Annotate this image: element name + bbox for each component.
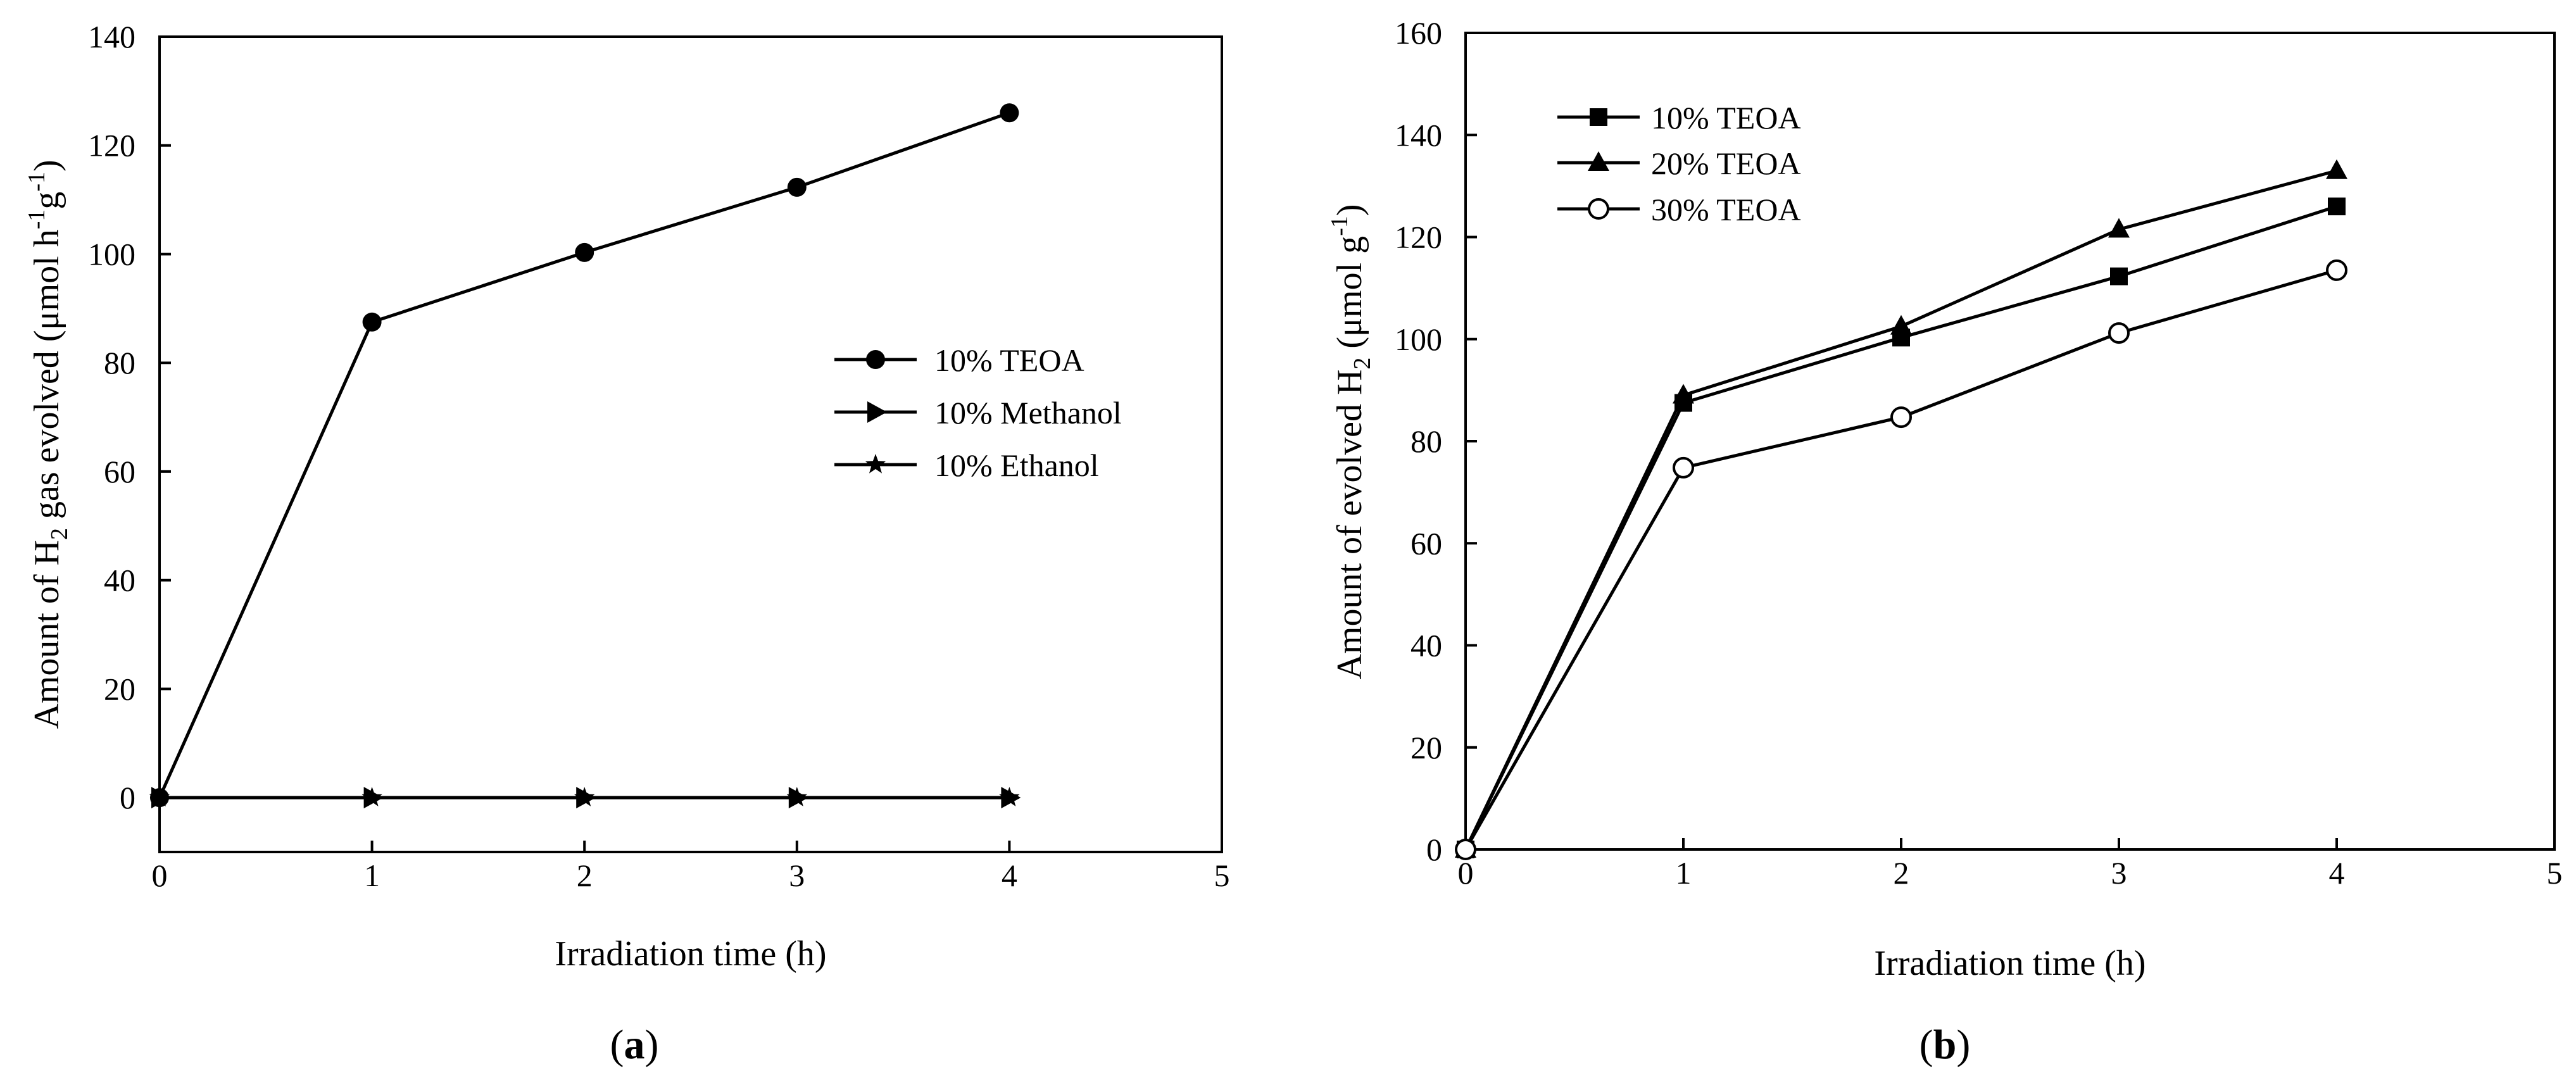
panel-a-chart: 0 1 2 3 4 5 0 20 40 60 80 100 120 140 Irradiation ti… bbox=[23, 19, 1230, 1068]
y-tick-label: 140 bbox=[88, 19, 135, 54]
legend-marker bbox=[1590, 108, 1607, 126]
data-point bbox=[787, 177, 807, 197]
y-tick-label: 60 bbox=[104, 454, 135, 489]
x-tick-label: 4 bbox=[2329, 855, 2345, 891]
panel-b-series bbox=[1455, 159, 2347, 860]
data-point bbox=[1673, 384, 1694, 404]
panel-b-y-ticks: 0 20 40 60 80 100 120 140 160 bbox=[1395, 15, 1477, 867]
y-tick-label: 0 bbox=[1426, 832, 1442, 867]
x-tick-label: 1 bbox=[364, 858, 380, 893]
y-tick-label: 40 bbox=[1411, 628, 1442, 663]
x-tick-label: 1 bbox=[1676, 855, 1692, 891]
panel-a-legend-label-teoa: 10% TEOA bbox=[934, 342, 1084, 378]
x-tick-label: 5 bbox=[1214, 858, 1230, 893]
panel-a-legend-label-methanol: 10% Methanol bbox=[934, 395, 1122, 430]
panel-b-legend-marker-10-teoa bbox=[1590, 108, 1607, 126]
legend-marker bbox=[867, 401, 887, 423]
panel-a-legend-marker-teoa bbox=[866, 350, 885, 369]
data-point bbox=[149, 787, 170, 806]
y-tick-label: 20 bbox=[1411, 730, 1442, 765]
legend-marker bbox=[865, 454, 886, 473]
data-point bbox=[1890, 315, 1912, 335]
y-tick-label: 140 bbox=[1395, 117, 1442, 153]
panel-b-chart: 0 1 2 3 4 5 0 20 40 60 80 100 120 140 160 Irradiation… bbox=[1326, 15, 2563, 1068]
data-point bbox=[786, 787, 807, 806]
panel-b-legend-label-20-teoa: 20% TEOA bbox=[1651, 146, 1801, 181]
panel-b-x-axis-title: Irradiation time (h) bbox=[1874, 944, 2146, 983]
y-tick-label: 160 bbox=[1395, 15, 1442, 51]
data-point bbox=[574, 787, 595, 806]
data-point bbox=[2110, 267, 2128, 285]
panel-a-legend-label-ethanol: 10% Ethanol bbox=[934, 448, 1099, 483]
y-tick-label: 0 bbox=[120, 780, 135, 815]
data-point bbox=[2328, 197, 2346, 216]
panel-a-legend-marker-methanol bbox=[867, 401, 887, 423]
panel-b-legend-marker-30-teoa bbox=[1588, 198, 1609, 220]
panel-a-series bbox=[149, 103, 1021, 809]
y-tick-label: 60 bbox=[1411, 525, 1442, 561]
legend-marker bbox=[1588, 198, 1609, 220]
panel-a-y-ticks: 0 20 40 60 80 100 120 140 bbox=[88, 19, 171, 815]
y-tick-label: 80 bbox=[104, 345, 135, 380]
panel-a-legend: 10% TEOA 10% Methanol 10% Ethanol bbox=[834, 342, 1122, 483]
data-point bbox=[361, 787, 382, 806]
y-tick-label: 120 bbox=[1395, 220, 1442, 255]
data-point bbox=[1673, 456, 1694, 479]
panel-b-y-axis-title: Amount of evolved H2 (μmol g-1) bbox=[1326, 204, 1376, 679]
data-point bbox=[362, 312, 382, 332]
panel-b-legend: 10% TEOA 20% TEOA 30% TEOA bbox=[1557, 100, 1801, 227]
data-point bbox=[1455, 839, 1476, 860]
panel-a-legend-marker-ethanol bbox=[865, 454, 886, 473]
y-tick-label: 100 bbox=[88, 236, 135, 272]
panel-a-plot-frame bbox=[158, 35, 1223, 853]
data-point bbox=[1890, 406, 1912, 429]
panel-b-legend-label-10-teoa: 10% TEOA bbox=[1651, 100, 1801, 135]
y-tick-label: 40 bbox=[104, 563, 135, 598]
x-tick-label: 3 bbox=[789, 858, 805, 893]
data-point bbox=[2326, 259, 2347, 281]
panel-b-legend-marker-20-teoa bbox=[1588, 151, 1609, 171]
y-tick-label: 80 bbox=[1411, 423, 1442, 459]
y-tick-label: 20 bbox=[104, 671, 135, 706]
panel-a-caption: (a) bbox=[610, 1022, 659, 1068]
legend-marker bbox=[1588, 151, 1609, 171]
data-point bbox=[1000, 103, 1019, 123]
data-point bbox=[2108, 218, 2130, 238]
y-tick-label: 120 bbox=[88, 128, 135, 163]
x-tick-label: 5 bbox=[2547, 855, 2563, 891]
panel-a-y-axis-title: Amount of H2 gas evolved (μmol h-1g-1) bbox=[23, 160, 73, 729]
panel-a-x-ticks: 0 1 2 3 4 5 bbox=[152, 841, 1230, 893]
data-point bbox=[2108, 322, 2130, 344]
panel-b-caption: (b) bbox=[1919, 1022, 1971, 1068]
x-tick-label: 0 bbox=[152, 858, 168, 893]
data-point bbox=[575, 242, 594, 262]
data-point bbox=[999, 787, 1020, 806]
x-tick-label: 2 bbox=[1894, 855, 1909, 891]
legend-marker bbox=[866, 350, 885, 369]
y-tick-label: 100 bbox=[1395, 322, 1442, 357]
panel-b-legend-label-30-teoa: 30% TEOA bbox=[1651, 192, 1801, 227]
panel-a-x-axis-title: Irradiation time (h) bbox=[555, 934, 826, 974]
x-tick-label: 0 bbox=[1458, 855, 1474, 891]
x-tick-label: 2 bbox=[577, 858, 593, 893]
data-point bbox=[2326, 159, 2347, 179]
x-tick-label: 3 bbox=[2111, 855, 2127, 891]
x-tick-label: 4 bbox=[1002, 858, 1017, 893]
